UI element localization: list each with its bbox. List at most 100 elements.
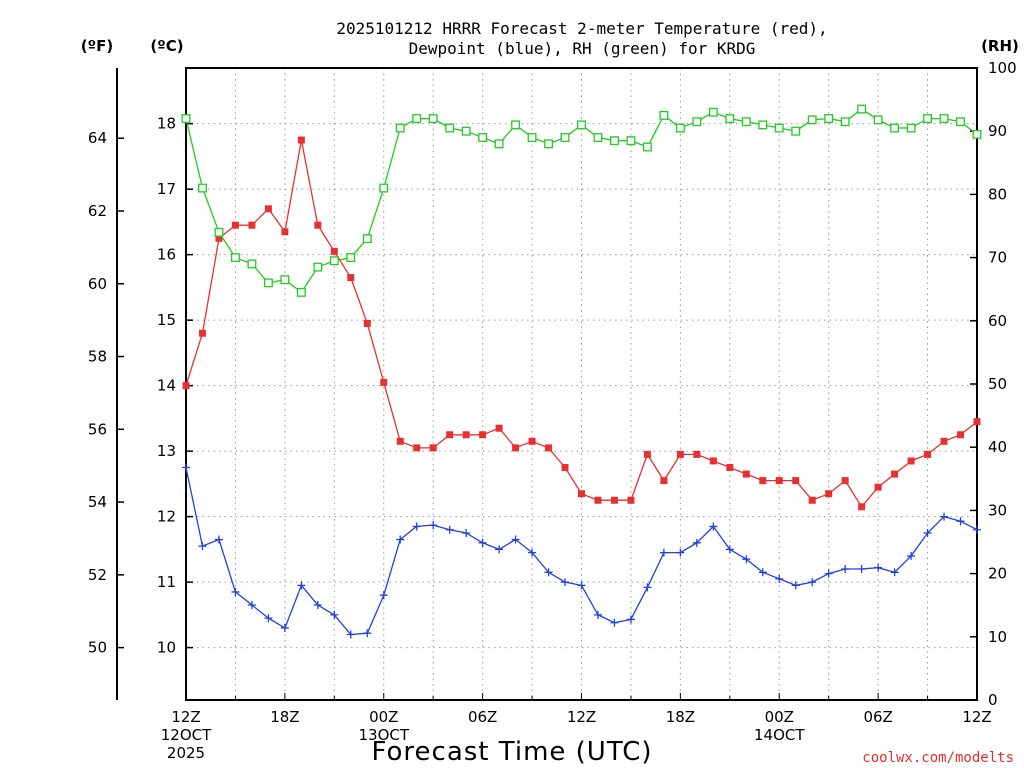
rh-tick-label: 20	[988, 565, 1007, 583]
temperature-point	[462, 431, 470, 439]
x-tick-label: 14OCT	[754, 726, 805, 744]
x-tick-label: 18Z	[666, 708, 695, 726]
dewpoint-point	[758, 568, 767, 577]
rh-point	[824, 114, 834, 124]
x-tick-label: 12Z	[567, 708, 596, 726]
rh-tick-label: 50	[988, 375, 1007, 393]
dewpoint-point	[363, 629, 372, 638]
fahrenheit-tick-label: 62	[88, 202, 107, 220]
celsius-tick-label: 17	[157, 180, 176, 198]
temperature-point	[231, 221, 239, 229]
rh-point	[939, 114, 949, 124]
dewpoint-point	[775, 574, 784, 583]
rh-tick-label: 100	[988, 59, 1017, 77]
temperature-point	[940, 437, 948, 445]
dewpoint-point	[544, 568, 553, 577]
temperature-point	[512, 444, 520, 452]
x-tick-label: 12OCT	[161, 726, 212, 744]
temperature-point	[363, 319, 371, 327]
tick-labels: 10 11 12 13 14 15 16 17 18 50 52 54 56 58 60 62 64 0 10 20 3…	[88, 59, 1017, 762]
temperature-point	[594, 496, 602, 504]
celsius-tick-label: 13	[157, 442, 176, 460]
x-tick-label: 00Z	[369, 708, 398, 726]
temperature-point	[610, 496, 618, 504]
temperature-point	[198, 329, 206, 337]
temperature-point	[413, 444, 421, 452]
dewpoint-point	[297, 581, 306, 590]
rh-unit-label: (RH)	[981, 37, 1019, 55]
rh-point	[791, 126, 801, 136]
rh-point	[494, 139, 504, 149]
rh-point	[692, 117, 702, 127]
temperature-point	[775, 477, 783, 485]
credit-text: coolwx.com/modelts	[862, 750, 1014, 766]
fahrenheit-tick-label: 58	[88, 348, 107, 366]
dewpoint-point	[396, 535, 405, 544]
rh-tick-label: 40	[988, 438, 1007, 456]
rh-point	[890, 123, 900, 133]
rh-tick-label: 80	[988, 185, 1007, 203]
fahrenheit-tick-label: 54	[88, 493, 107, 511]
temperature-point	[660, 477, 668, 485]
temperature-point	[924, 450, 932, 458]
rh-point	[379, 183, 389, 193]
rh-point	[511, 120, 521, 130]
temperature-point	[396, 437, 404, 445]
temperature-point	[792, 477, 800, 485]
temperature-point	[825, 490, 833, 498]
rh-point	[296, 287, 306, 297]
rh-point	[972, 129, 982, 139]
temperature-point	[281, 228, 289, 236]
temperature-point	[561, 464, 569, 472]
temperature-point	[297, 136, 305, 144]
x-tick-label: 06Z	[468, 708, 497, 726]
dewpoint-point	[346, 630, 355, 639]
dewpoint-point	[890, 568, 899, 577]
rh-point	[230, 253, 240, 263]
rh-point	[626, 136, 636, 146]
rh-point	[362, 234, 372, 244]
dewpoint-point	[280, 623, 289, 632]
celsius-tick-label: 14	[157, 377, 176, 395]
fahrenheit-tick-label: 52	[88, 566, 107, 584]
rh-point	[247, 259, 257, 269]
grid-lines	[186, 68, 977, 700]
temperature-point	[495, 424, 503, 432]
rh-point	[428, 114, 438, 124]
dewpoint-point	[610, 618, 619, 627]
x-tick-label: 12Z	[962, 708, 991, 726]
temperature-point	[545, 444, 553, 452]
rh-point	[741, 117, 751, 127]
rh-point	[577, 120, 586, 130]
rh-point	[445, 123, 455, 133]
dewpoint-point	[429, 521, 438, 530]
temperature-point	[676, 450, 684, 458]
dewpoint-point	[907, 551, 916, 560]
dewpoint-point	[528, 548, 537, 557]
temperature-point	[380, 378, 388, 386]
rh-point	[527, 133, 537, 142]
dewpoint-point	[676, 548, 685, 557]
dewpoint-point	[956, 517, 965, 526]
dewpoint-point	[412, 522, 421, 531]
fahrenheit-tick-label: 64	[88, 129, 107, 147]
x-tick-label: 00Z	[765, 708, 794, 726]
temperature-point	[643, 450, 651, 458]
rh-point	[593, 133, 603, 142]
rh-tick-label: 60	[988, 312, 1007, 330]
celsius-tick-label: 15	[157, 311, 176, 329]
series-rh	[181, 104, 982, 297]
rh-point	[659, 110, 669, 120]
rh-point	[280, 275, 290, 285]
fahrenheit-tick-label: 60	[88, 275, 107, 293]
dewpoint-point	[495, 545, 504, 554]
rh-point	[725, 114, 735, 124]
rh-point	[610, 136, 619, 146]
dewpoint-point	[643, 583, 652, 592]
rh-point	[313, 262, 323, 272]
rh-point	[560, 133, 570, 142]
rh-point	[412, 114, 422, 124]
rh-point	[758, 120, 768, 130]
x-tick-label: 12Z	[171, 708, 200, 726]
